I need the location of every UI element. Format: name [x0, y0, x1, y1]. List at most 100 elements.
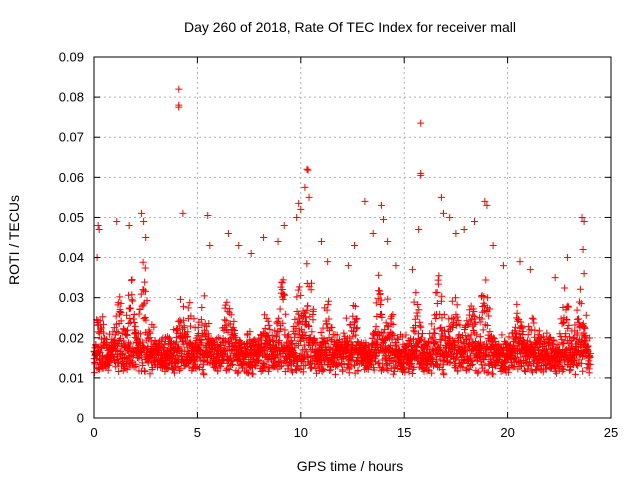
data-point [318, 364, 326, 372]
data-point [299, 368, 307, 376]
data-point [526, 266, 534, 274]
data-point [150, 323, 158, 331]
data-point [518, 324, 526, 332]
data-point [402, 331, 410, 339]
data-point [486, 305, 494, 313]
data-point [305, 193, 313, 201]
data-point [466, 306, 474, 314]
data-point [469, 311, 477, 319]
data-point [246, 328, 254, 336]
data-point [378, 313, 386, 321]
data-point [377, 296, 385, 304]
data-point [262, 360, 270, 368]
data-point [380, 365, 388, 373]
data-point [303, 348, 311, 356]
data-point [576, 298, 584, 306]
data-point [559, 339, 567, 347]
data-point [130, 319, 138, 327]
data-point [297, 205, 305, 213]
data-point [136, 330, 144, 338]
data-point [446, 213, 454, 221]
data-point [463, 336, 471, 344]
data-point [407, 355, 415, 363]
data-point [476, 318, 484, 326]
data-point [452, 355, 460, 363]
data-point [384, 295, 392, 303]
data-point [438, 292, 446, 300]
data-point [394, 336, 402, 344]
data-point [226, 320, 234, 328]
data-point [563, 316, 571, 324]
data-point [376, 290, 384, 298]
data-point [280, 221, 288, 229]
data-point [125, 319, 133, 327]
data-point [453, 313, 461, 321]
data-point [204, 330, 212, 338]
data-point [117, 308, 125, 316]
data-point [99, 313, 107, 321]
data-point [508, 355, 516, 363]
data-point [120, 325, 128, 333]
data-point [372, 323, 380, 331]
data-point [481, 197, 489, 205]
data-point [555, 341, 563, 349]
data-point [432, 314, 440, 322]
data-point [515, 329, 523, 337]
data-point [487, 355, 495, 363]
data-point [384, 332, 392, 340]
data-point [389, 321, 397, 329]
data-point [354, 366, 362, 374]
data-point [455, 331, 463, 339]
y-tick-label: 0.08 [59, 90, 84, 105]
data-point [307, 353, 315, 361]
data-point [189, 349, 197, 357]
data-point [225, 365, 233, 373]
data-point [466, 317, 474, 325]
data-point [128, 276, 136, 284]
data-point [585, 369, 593, 377]
data-point [304, 166, 312, 174]
y-tick-label: 0.03 [59, 290, 84, 305]
data-point [240, 358, 248, 366]
data-point [525, 322, 533, 330]
data-point [415, 306, 423, 314]
data-point [214, 334, 222, 342]
data-point [331, 370, 339, 378]
y-tick-label: 0.06 [59, 170, 84, 185]
data-point [409, 336, 417, 344]
data-point [128, 276, 136, 284]
data-point [264, 367, 272, 375]
data-point [381, 326, 389, 334]
data-point [127, 304, 135, 312]
data-point [477, 338, 485, 346]
data-point [282, 354, 290, 362]
data-point [582, 311, 590, 319]
data-point [139, 258, 147, 266]
data-point [480, 293, 488, 301]
data-point [351, 302, 359, 310]
data-point [323, 320, 331, 328]
data-point [204, 211, 212, 219]
data-point [300, 328, 308, 336]
data-point [199, 361, 207, 369]
data-point [582, 332, 590, 340]
data-point [224, 229, 232, 237]
data-point [369, 229, 377, 237]
data-point [448, 314, 456, 322]
data-point [467, 361, 475, 369]
data-point [485, 352, 493, 360]
y-axis-label: ROTI / TECUs [6, 195, 22, 285]
data-point [410, 298, 418, 306]
data-point [140, 367, 148, 375]
data-point [195, 345, 203, 353]
data-point [227, 311, 235, 319]
data-point [440, 311, 448, 319]
data-point [324, 258, 332, 266]
data-point [428, 369, 436, 377]
data-point [578, 213, 586, 221]
data-point [439, 209, 447, 217]
data-point [339, 367, 347, 375]
data-point [138, 209, 146, 217]
x-tick-label: 10 [294, 425, 308, 440]
